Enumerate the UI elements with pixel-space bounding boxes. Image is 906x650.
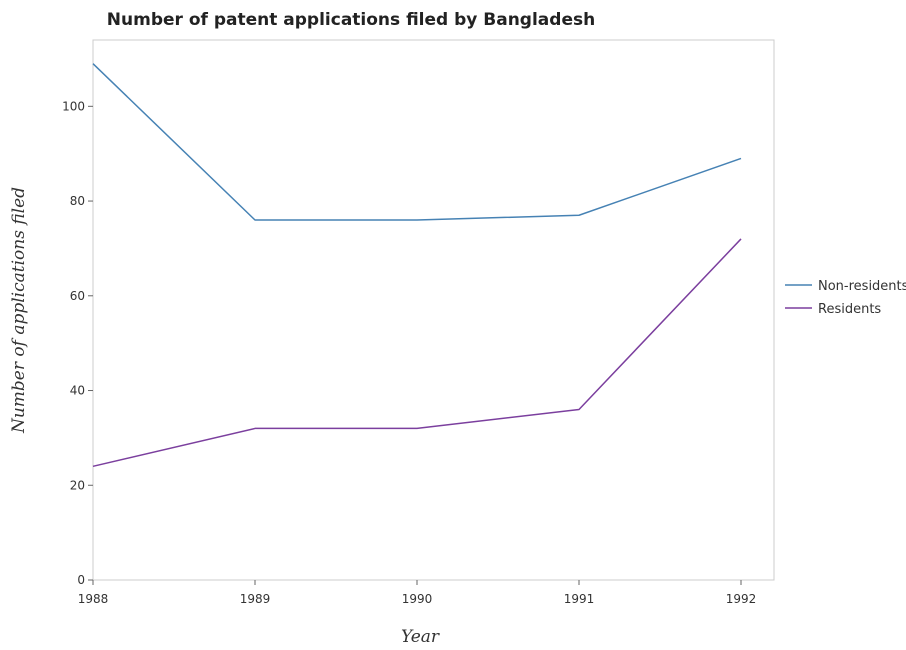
series-lines <box>92 63 742 468</box>
y-axis-title: Number of applications filed <box>9 187 29 434</box>
legend-label: Residents <box>818 302 881 317</box>
y-axis: 0 20 40 60 80 100 <box>62 99 93 587</box>
x-tick-label: 1992 <box>726 592 757 606</box>
y-tick-label: 80 <box>70 194 85 208</box>
y-tick-label: 100 <box>62 99 85 113</box>
x-tick-label: 1991 <box>564 592 595 606</box>
y-tick-label: 20 <box>70 478 85 492</box>
x-tick-label: 1988 <box>78 592 109 606</box>
chart-title: Number of patent applications filed by B… <box>107 10 595 30</box>
plot-area <box>92 39 775 581</box>
y-tick-label: 60 <box>70 289 85 303</box>
x-tick-label: 1990 <box>402 592 433 606</box>
legend-label: Non-residents <box>818 279 906 294</box>
x-axis-title: Year <box>401 627 440 647</box>
y-tick-label: 0 <box>77 573 85 587</box>
x-tick-label: 1989 <box>240 592 271 606</box>
legend: Non-residents Residents <box>785 279 906 317</box>
x-axis: 1988 1989 1990 1991 1992 <box>78 580 757 606</box>
y-tick-label: 40 <box>70 384 85 398</box>
